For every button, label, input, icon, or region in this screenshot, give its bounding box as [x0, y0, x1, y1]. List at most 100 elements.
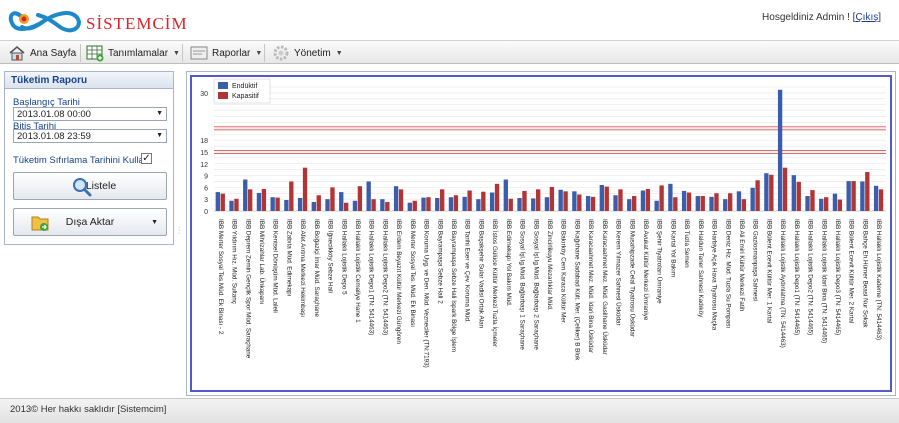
x-tick-label: IBB Şehir Tiyatroları Ümraniye: [656, 219, 664, 304]
bar-kapasitif: [728, 193, 733, 211]
bar-kapasitif: [494, 183, 500, 211]
bar-enduktif: [709, 196, 714, 211]
splitter-handle[interactable]: · · ·: [178, 224, 181, 237]
x-tick-label: IBB Bakırköy Cem Karaca Kültür Mer.: [560, 219, 567, 325]
bar-enduktif: [352, 200, 358, 211]
bar-kapasitif: [837, 199, 843, 211]
bar-kapasitif: [590, 196, 596, 211]
menu-home[interactable]: Ana Sayfa: [8, 43, 76, 63]
bar-enduktif: [723, 199, 728, 211]
brand-logo[interactable]: SİSTEMCİM: [6, 5, 187, 37]
bar-kapasitif: [234, 198, 239, 211]
legend-label: Endüktif: [232, 83, 257, 90]
bar-kapasitif: [412, 200, 417, 211]
bar-enduktif: [448, 197, 454, 211]
bar-kapasitif: [769, 174, 774, 211]
bar-enduktif: [435, 198, 440, 211]
bar-kapasitif: [755, 180, 760, 211]
bar-enduktif: [572, 191, 577, 211]
x-tick-label: IBB Hallaklı Lojistik Aydınlatma (TN: 54…: [779, 219, 786, 348]
bar-kapasitif: [865, 172, 870, 211]
bar-enduktif: [284, 199, 289, 211]
y-tick-label: 6: [204, 185, 208, 192]
menu-definitions[interactable]: Tanımlamalar ▼: [86, 43, 180, 63]
start-date-label: Başlangıç Tarihi: [13, 97, 80, 108]
bar-kapasitif: [344, 202, 349, 211]
bar-kapasitif: [563, 191, 568, 211]
bar-kapasitif: [330, 187, 335, 211]
magnifier-icon: [72, 177, 92, 197]
bar-kapasitif: [810, 190, 815, 211]
legend-swatch: [218, 92, 228, 99]
x-tick-label: IBB Hallaklı Lojistik Kademe (TN: 541446…: [875, 219, 882, 340]
bar-kapasitif: [426, 197, 431, 211]
bar-kapasitif: [316, 195, 321, 211]
home-icon: [8, 44, 26, 62]
bar-enduktif: [846, 181, 851, 211]
end-date-value: 2013.01.08 23:59: [17, 131, 91, 142]
bar-enduktif: [558, 189, 563, 211]
export-icon: [30, 213, 50, 233]
bar-kapasitif: [645, 188, 651, 211]
list-button[interactable]: Listele: [13, 172, 167, 200]
x-tick-label: IBB İstos Gülüce Kültür Merkezi Tuzla İç…: [491, 219, 500, 347]
x-tick-label: IBB Haldun Taner Sahnesi Kadıköy: [697, 219, 704, 318]
bar-enduktif: [805, 196, 810, 211]
x-tick-label: IBB Karacaahmet Mez. Müd. Gasilhane Üskü…: [601, 219, 609, 355]
bar-kapasitif: [385, 201, 390, 211]
bar-enduktif: [640, 190, 646, 211]
bar-enduktif: [668, 183, 673, 211]
x-tick-label: IBB Hallaklı Lojistik Depo 5: [340, 219, 347, 295]
bar-kapasitif: [522, 190, 527, 211]
bar-enduktif: [654, 200, 659, 211]
bar-kapasitif: [577, 194, 582, 211]
chevron-down-icon: ▼: [173, 49, 180, 57]
bar-kapasitif: [481, 191, 486, 211]
bar-enduktif: [380, 199, 385, 211]
end-date-select[interactable]: 2013.01.08 23:59 ▼: [13, 129, 167, 143]
x-tick-label: IBB Hallaklı Lojistik Depo3 (TN: 5414465…: [834, 219, 841, 335]
bar-enduktif: [585, 196, 591, 211]
menu-reports[interactable]: Raporlar ▼: [190, 43, 262, 63]
x-tick-label: IBB Afet Arıtma Merkezi Hekimbaşı: [299, 219, 306, 317]
x-tick-label: IBB Kentsel Dönüşüm Müd. Laleli: [272, 219, 279, 313]
x-tick-label: IBB Kağıthane Sadabad Kült. Mer. (Çelike…: [573, 219, 580, 361]
x-tick-label: IBB Bayrampaşa Sebze Hali Ispark Bölge İ…: [450, 219, 459, 352]
report-icon: [190, 44, 208, 62]
start-date-select[interactable]: 2013.01.08 00:00 ▼: [13, 107, 167, 121]
x-tick-label: IBB Tarihi Eser ve Çev. Koruma Müd.: [464, 219, 471, 323]
reset-date-checkbox[interactable]: ✓: [141, 153, 152, 164]
bar-kapasitif: [632, 196, 637, 211]
x-tick-label: IBB Bülent Ecevit Kültür Mer. 2 Kartal: [848, 219, 855, 323]
consumption-report-panel: Tüketim Raporu Başlangıç Tarihi 2013.01.…: [4, 71, 174, 245]
chevron-down-icon: ▼: [156, 132, 163, 139]
bar-enduktif: [832, 193, 838, 211]
bar-enduktif: [215, 192, 220, 211]
bar-kapasitif: [851, 181, 856, 211]
menu-management[interactable]: Yönetim ▼: [272, 43, 343, 63]
x-tick-label: IBB Kartal Yol Bakım: [669, 219, 676, 277]
y-tick-label: 15: [200, 150, 208, 157]
bar-kapasitif: [618, 189, 623, 211]
reset-date-label: Tüketim Sıfırlama Tarihini Kullan: [13, 155, 150, 166]
bar-kapasitif: [440, 189, 445, 211]
y-tick-label: 18: [200, 138, 208, 145]
x-tick-label: IBB Karacaahmet Mez. Müd. İdari Bina Üsk…: [587, 219, 596, 353]
greeting-text: Hosgeldiniz Admin ! [: [762, 12, 856, 23]
bar-enduktif: [764, 173, 769, 211]
bar-enduktif: [777, 89, 783, 211]
x-tick-label: IBB Kerem Yılmazer Sahnesi Üsküdar: [615, 219, 623, 326]
x-tick-label: IBB Hallaklı Lojistik Cemaliye Hane 1: [354, 219, 361, 323]
bar-enduktif: [256, 192, 262, 211]
bar-enduktif: [503, 179, 508, 211]
x-tick-label: IBB Musahipzade Celal Tiyatrosu Üsküdar: [628, 219, 636, 337]
chart-frame: 0 3 6 9 12 15 18 30 IBB Merter Sosyal Tes.Müd. E…: [190, 75, 892, 392]
gear-icon: [272, 44, 290, 62]
list-button-label: Listele: [85, 180, 117, 192]
x-tick-label: IBB Hallaklı Lojistik İdari Bina (TN: 54…: [820, 219, 829, 343]
bar-kapasitif: [796, 181, 801, 211]
export-button[interactable]: Dışa Aktar ▼: [13, 208, 167, 236]
logout-link[interactable]: Çıkış: [855, 12, 879, 23]
bar-enduktif: [681, 190, 687, 211]
chevron-down-icon: ▼: [255, 49, 263, 57]
